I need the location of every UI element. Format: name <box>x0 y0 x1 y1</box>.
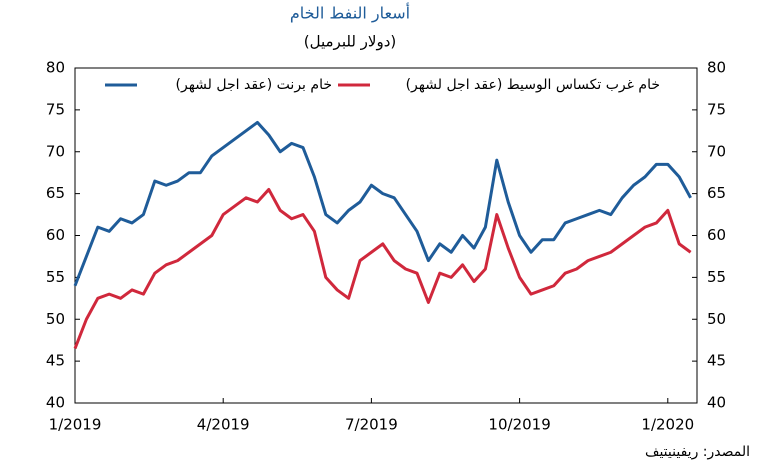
x-tick-label: 1/2020 <box>641 416 694 434</box>
y-tick-label: 75 <box>46 100 65 118</box>
y2-tick-label: 60 <box>707 226 726 244</box>
y2-tick-label: 65 <box>707 184 726 202</box>
x-tick-label: 1/2019 <box>49 416 102 434</box>
y-tick-label: 50 <box>46 310 65 328</box>
y2-tick-label: 45 <box>707 352 726 370</box>
series-line <box>73 187 692 350</box>
chart-title: أسعار النفط الخام <box>290 3 410 24</box>
legend-label: خام غرب تكساس الوسيط (عقد اجل لشهر) <box>406 77 660 93</box>
y2-tick-label: 50 <box>707 310 726 328</box>
legend-label: خام برنت (عقد اجل لشهر) <box>176 77 332 93</box>
y2-tick-label: 70 <box>707 142 726 160</box>
series-line <box>73 120 692 287</box>
y2-tick-label: 40 <box>707 394 726 412</box>
plot-frame <box>74 67 698 404</box>
source-note: المصدر: ريفينيتيف <box>645 444 750 460</box>
y-tick-label: 65 <box>46 184 65 202</box>
y-tick-label: 40 <box>46 394 65 412</box>
x-tick-label: 4/2019 <box>197 416 250 434</box>
x-tick-label: 7/2019 <box>345 416 398 434</box>
y2-tick-label: 55 <box>707 268 726 286</box>
y2-tick-label: 80 <box>707 59 726 77</box>
y-tick-label: 70 <box>46 142 65 160</box>
chart-subtitle: (دولار للبرميل) <box>304 33 396 51</box>
x-tick-label: 10/2019 <box>488 416 550 434</box>
y-tick-label: 80 <box>46 59 65 77</box>
y-tick-label: 55 <box>46 268 65 286</box>
y-tick-label: 60 <box>46 226 65 244</box>
y-tick-label: 45 <box>46 352 65 370</box>
y2-tick-label: 75 <box>707 100 726 118</box>
